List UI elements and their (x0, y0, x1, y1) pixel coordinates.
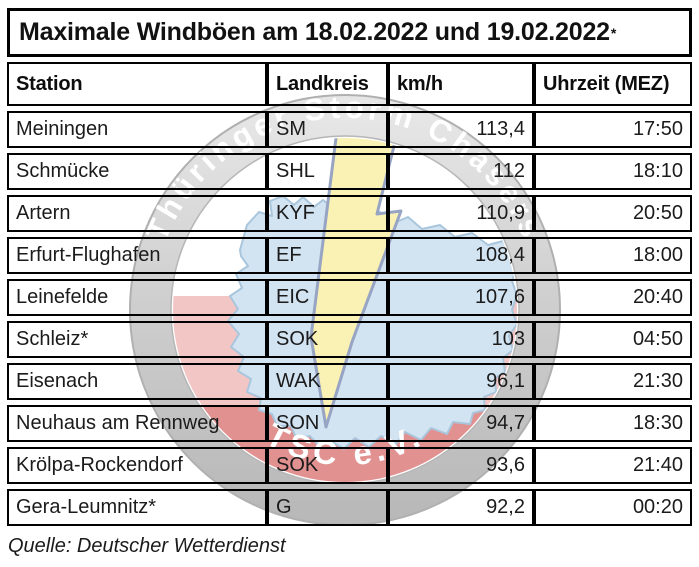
table-row: Leinefelde EIC 107,6 20:40 (7, 279, 692, 316)
landkreis-cell: SM (267, 111, 388, 148)
station-cell: Schmücke (7, 153, 267, 190)
uhrzeit-cell: 21:40 (534, 447, 692, 484)
table-row: Gera-Leumnitz* G 92,2 00:20 (7, 489, 692, 526)
logo-ring-inner-edge (170, 135, 520, 485)
landkreis-cell: SOK (267, 447, 388, 484)
landkreis-cell: SOK (267, 321, 388, 358)
kmh-cell: 92,2 (388, 489, 534, 526)
logo-ring (130, 95, 560, 525)
kmh-cell: 108,4 (388, 237, 534, 274)
table-row: Krölpa-Rockendorf SOK 93,6 21:40 (7, 447, 692, 484)
kmh-cell: 107,6 (388, 279, 534, 316)
landkreis-cell: G (267, 489, 388, 526)
station-cell: Schleiz* (7, 321, 267, 358)
table-row: Meiningen SM 113,4 17:50 (7, 111, 692, 148)
landkreis-cell: EIC (267, 279, 388, 316)
table-row: Erfurt-Flughafen EF 108,4 18:00 (7, 237, 692, 274)
uhrzeit-cell: 18:00 (534, 237, 692, 274)
station-cell: Leinefelde (7, 279, 267, 316)
table-row: Schmücke SHL 112 18:10 (7, 153, 692, 190)
column-header-kmh: km/h (388, 62, 534, 106)
table-row: Eisenach WAK 96,1 21:30 (7, 363, 692, 400)
title-text: Maximale Windböen am 18.02.2022 und 19.0… (19, 18, 610, 46)
landkreis-cell: SHL (267, 153, 388, 190)
column-header-station: Station (7, 62, 267, 106)
station-cell: Neuhaus am Rennweg (7, 405, 267, 442)
station-cell: Artern (7, 195, 267, 232)
station-cell: Eisenach (7, 363, 267, 400)
uhrzeit-cell: 20:40 (534, 279, 692, 316)
uhrzeit-cell: 04:50 (534, 321, 692, 358)
table-row: Schleiz* SOK 103 04:50 (7, 321, 692, 358)
wind-gust-table: Station Landkreis km/h Uhrzeit (MEZ) Mei… (7, 57, 692, 531)
uhrzeit-cell: 18:10 (534, 153, 692, 190)
uhrzeit-cell: 17:50 (534, 111, 692, 148)
station-cell: Erfurt-Flughafen (7, 237, 267, 274)
kmh-cell: 96,1 (388, 363, 534, 400)
kmh-cell: 113,4 (388, 111, 534, 148)
table-row: Artern KYF 110,9 20:50 (7, 195, 692, 232)
landkreis-cell: WAK (267, 363, 388, 400)
kmh-cell: 103 (388, 321, 534, 358)
source-attribution: Quelle: Deutscher Wetterdienst (8, 535, 286, 557)
kmh-cell: 112 (388, 153, 534, 190)
header-row: Station Landkreis km/h Uhrzeit (MEZ) (7, 62, 692, 106)
column-header-landkreis: Landkreis (267, 62, 388, 106)
kmh-cell: 110,9 (388, 195, 534, 232)
uhrzeit-cell: 20:50 (534, 195, 692, 232)
landkreis-cell: EF (267, 237, 388, 274)
uhrzeit-cell: 00:20 (534, 489, 692, 526)
kmh-cell: 94,7 (388, 405, 534, 442)
station-cell: Krölpa-Rockendorf (7, 447, 267, 484)
column-header-uhrzeit: Uhrzeit (MEZ) (534, 62, 692, 106)
kmh-cell: 93,6 (388, 447, 534, 484)
page-title: Maximale Windböen am 18.02.2022 und 19.0… (7, 8, 692, 57)
table-row: Neuhaus am Rennweg SON 94,7 18:30 (7, 405, 692, 442)
uhrzeit-cell: 18:30 (534, 405, 692, 442)
landkreis-cell: SON (267, 405, 388, 442)
uhrzeit-cell: 21:30 (534, 363, 692, 400)
station-cell: Gera-Leumnitz* (7, 489, 267, 526)
station-cell: Meiningen (7, 111, 267, 148)
landkreis-cell: KYF (267, 195, 388, 232)
